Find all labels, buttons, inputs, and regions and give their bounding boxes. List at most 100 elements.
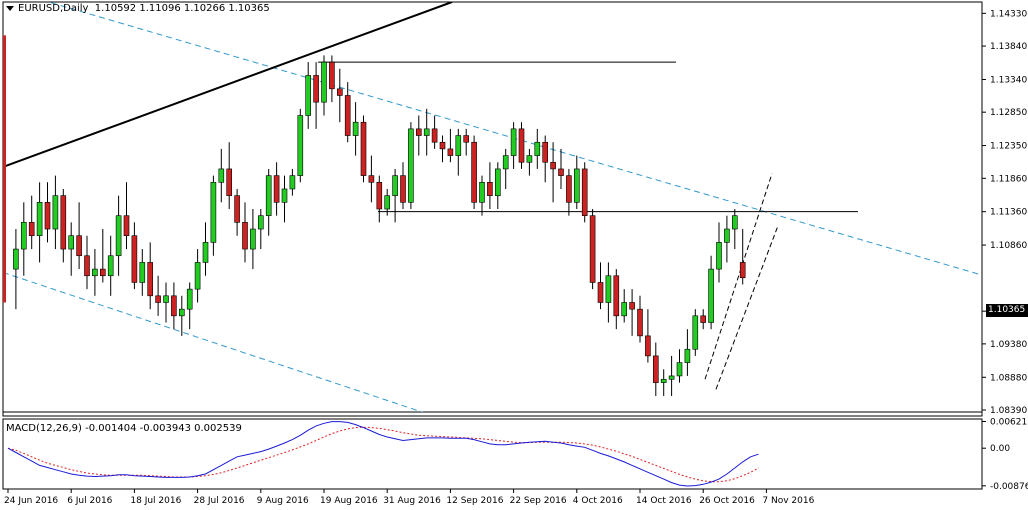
candle-body (210, 181, 217, 243)
candle-body (13, 248, 19, 270)
time-tick-label: 19 Aug 2016 (320, 496, 378, 506)
candle-body (273, 175, 280, 203)
time-tick-label: 7 Nov 2016 (762, 496, 814, 506)
time-tick-label: 22 Sep 2016 (510, 496, 567, 506)
candle-body (629, 302, 635, 310)
header-arrow-icon[interactable] (6, 5, 14, 11)
candle-body (455, 135, 462, 156)
price-tick-label: 1.11360 (990, 208, 1027, 218)
price-panel-border (2, 1, 983, 417)
candle-body (589, 215, 596, 283)
candle-body (447, 148, 454, 156)
candle-body (360, 121, 367, 176)
price-tick-label: 1.09380 (990, 340, 1027, 350)
price-axis: 1.14330 1.13840 1.13340 1.12850 1.12350 1.118… (982, 9, 1028, 492)
time-tick-label: 18 Jul 2016 (130, 496, 181, 506)
candle-body (716, 242, 722, 270)
candle-body (637, 308, 643, 337)
candle-body (226, 168, 232, 196)
candle-body (700, 315, 707, 323)
candle-body (692, 315, 699, 350)
candle-body (92, 268, 98, 277)
candle-body (566, 175, 572, 203)
candle-body (581, 168, 588, 216)
candle-body (605, 275, 612, 303)
candle-body (534, 141, 541, 156)
macd-panel-border (2, 418, 983, 490)
candle-body (400, 175, 406, 203)
rising-channel-lower (715, 225, 779, 390)
candle-body (479, 181, 485, 203)
candle-body (36, 202, 43, 237)
candle-body (526, 155, 533, 163)
candle-body (344, 95, 351, 136)
rising-channel-upper (704, 173, 773, 380)
current-price-badge: 1.10365 (986, 304, 1028, 317)
macd-main-line (7, 421, 759, 487)
candle-body (202, 242, 209, 263)
candle-body (408, 128, 414, 203)
lower-channel-line (3, 271, 424, 412)
time-tick-label: 4 Oct 2016 (573, 496, 623, 506)
price-tick-label: 1.08390 (990, 406, 1027, 416)
macd-tick-label: 0.006215 (990, 418, 1028, 428)
price-tick-label: 1.12350 (990, 142, 1027, 152)
candle-body (60, 195, 67, 250)
candle-body (179, 308, 185, 317)
candle-body (739, 262, 746, 279)
candle-body (131, 235, 138, 283)
candle-body (123, 215, 130, 237)
symbol-label: EURUSD,Daily (18, 3, 89, 14)
candle-body (384, 195, 391, 210)
candle-body (597, 282, 604, 303)
price-tick-label: 1.11860 (990, 174, 1027, 184)
candle-body (68, 235, 74, 250)
candle-body (297, 115, 304, 176)
macd-panel (7, 421, 759, 487)
price-tick-label: 1.08880 (990, 373, 1027, 383)
candle-body (652, 355, 659, 383)
time-axis: 24 Jun 2016 6 Jul 2016 18 Jul 2016 28 Jul 2… (4, 489, 815, 506)
time-tick-label: 14 Oct 2016 (636, 496, 692, 506)
candle-body (250, 228, 256, 250)
candle-body (558, 168, 564, 176)
candle-body (431, 128, 438, 143)
candle-body (218, 168, 225, 183)
candle-body (392, 175, 398, 196)
candle-body (368, 175, 375, 183)
ohlc-values: 1.10592 1.11096 1.10266 1.10365 (94, 3, 270, 14)
candle-body (115, 215, 122, 257)
time-tick-label: 9 Aug 2016 (257, 496, 309, 506)
price-tick-label: 1.13840 (990, 42, 1027, 52)
candle-body (336, 88, 343, 96)
candle-body (171, 295, 177, 317)
candle-body (668, 375, 675, 380)
price-tick-label: 1.13340 (990, 75, 1027, 85)
candle-body (613, 275, 620, 317)
price-tick-label: 1.10860 (990, 241, 1027, 251)
candle-body (329, 61, 335, 90)
candle-body (550, 161, 556, 170)
candle-body (321, 61, 327, 103)
candle-body (518, 128, 525, 163)
candle-body (100, 268, 106, 277)
candle-body (289, 175, 296, 190)
candle-body (423, 128, 430, 136)
candle-body (724, 228, 730, 243)
rising-trend-line (3, 2, 453, 168)
candle-body (487, 181, 493, 196)
candle-body (265, 175, 272, 216)
edge-bar (3, 35, 6, 303)
candle-body (471, 141, 477, 203)
price-tick-label: 1.12850 (990, 108, 1027, 118)
candle-body (502, 155, 509, 170)
time-tick-label: 31 Aug 2016 (383, 496, 441, 506)
macd-label: MACD(12,26,9) (6, 423, 82, 434)
candle-body (573, 168, 580, 203)
time-tick-label: 24 Jun 2016 (4, 496, 58, 506)
candle-body (708, 268, 714, 323)
candle-body (84, 255, 90, 277)
candle-body (376, 181, 383, 210)
candle-body (645, 335, 651, 357)
